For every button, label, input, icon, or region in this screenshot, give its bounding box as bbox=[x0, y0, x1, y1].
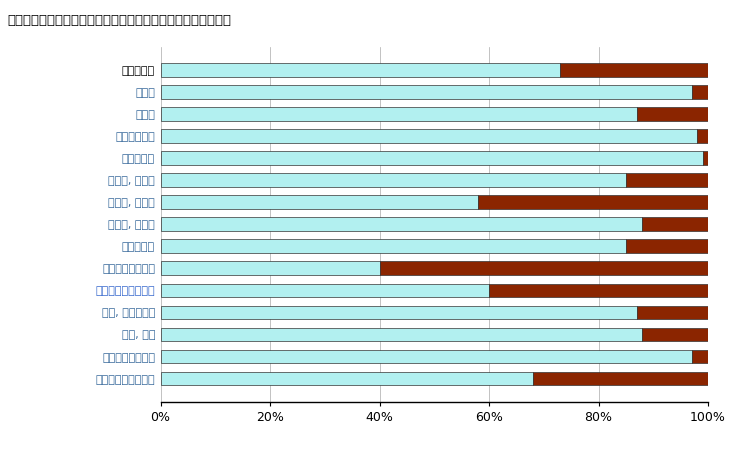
Bar bbox=[692, 85, 708, 99]
Bar bbox=[533, 372, 708, 385]
Bar bbox=[161, 217, 642, 231]
Bar bbox=[692, 350, 708, 363]
Bar bbox=[161, 328, 642, 341]
Bar bbox=[637, 107, 708, 120]
Text: 図３－２　産業別パートタイム労働者比率（規模３０人以上）: 図３－２ 産業別パートタイム労働者比率（規模３０人以上） bbox=[7, 14, 231, 27]
Bar bbox=[161, 262, 380, 275]
Bar bbox=[161, 240, 626, 253]
Bar bbox=[161, 107, 637, 120]
Bar bbox=[478, 195, 708, 209]
Bar bbox=[703, 151, 708, 165]
Bar bbox=[161, 372, 533, 385]
Bar bbox=[489, 283, 708, 297]
Bar bbox=[161, 85, 692, 99]
Bar bbox=[161, 173, 626, 187]
Bar bbox=[161, 350, 692, 363]
Bar bbox=[626, 173, 708, 187]
Bar bbox=[161, 195, 478, 209]
Bar bbox=[161, 283, 489, 297]
Bar bbox=[697, 129, 708, 143]
Bar bbox=[637, 305, 708, 319]
Bar bbox=[161, 63, 561, 77]
Bar bbox=[642, 217, 708, 231]
Bar bbox=[642, 328, 708, 341]
Bar bbox=[161, 305, 637, 319]
Bar bbox=[161, 129, 697, 143]
Bar bbox=[380, 262, 708, 275]
Bar bbox=[161, 151, 703, 165]
Bar bbox=[626, 240, 708, 253]
Bar bbox=[561, 63, 708, 77]
